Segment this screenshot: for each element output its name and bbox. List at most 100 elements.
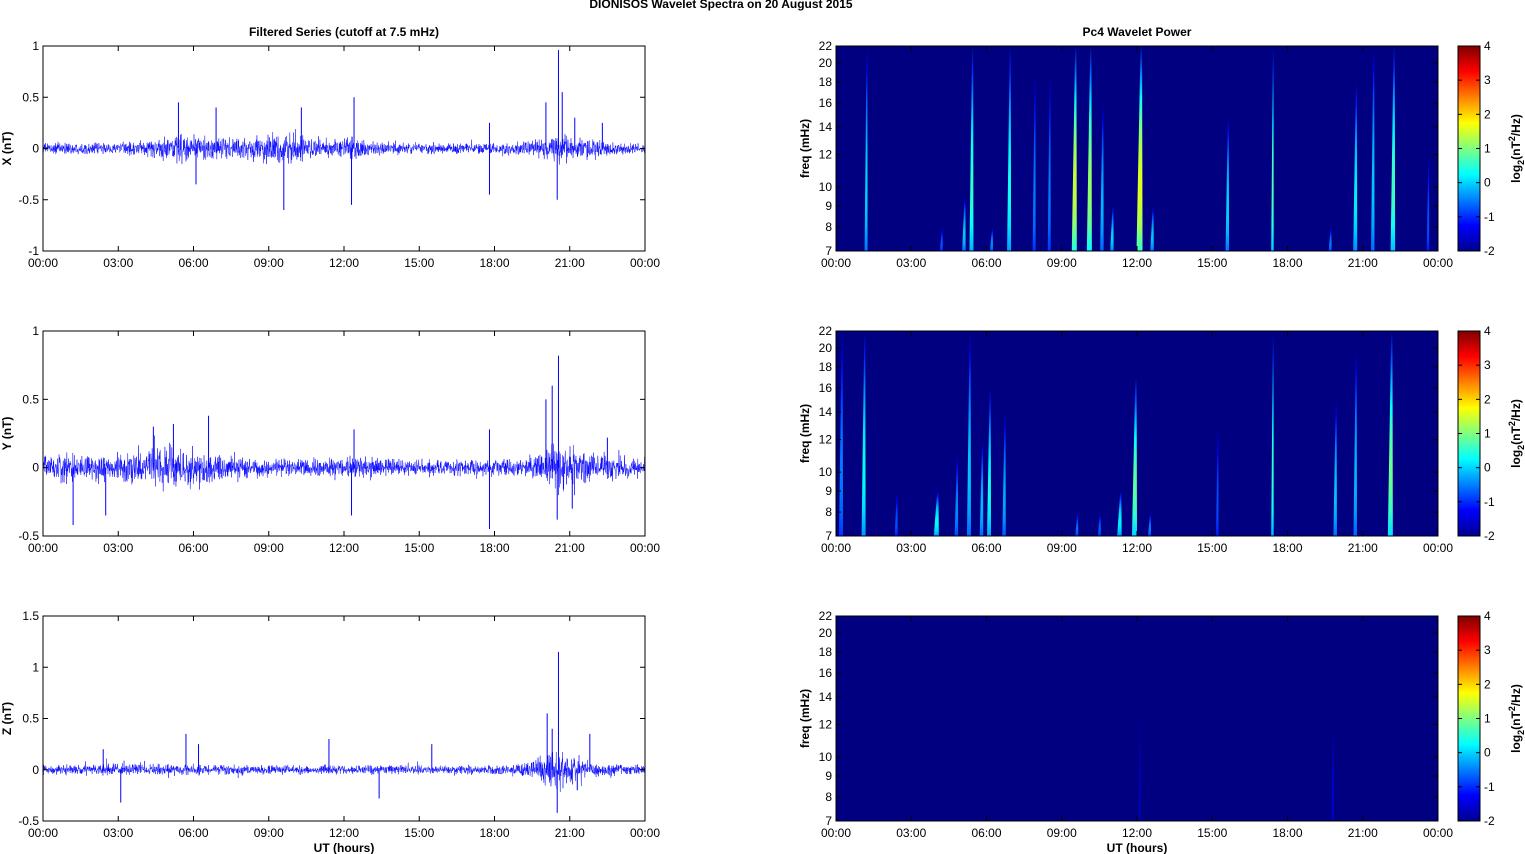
x-tick-label: 06:00 [971,256,1001,270]
y-tick-label: 18 [819,75,833,89]
x-tick-label: 03:00 [103,256,133,270]
colorbar: -2 -1 0 1 2 3 4 log2(nT2/Hz) [1457,609,1525,828]
spectral-streak [1271,46,1274,251]
spectral-streak [861,331,866,536]
series-axes-frame [42,330,646,537]
colorbar-tick-label: 1 [1484,712,1491,726]
y-tick-label: 0.5 [22,712,39,726]
spectral-streak [1075,512,1079,536]
spectral-streak [1136,46,1143,251]
wavelet-x-ticks: 00:00 03:00 06:00 09:00 12:00 15:00 18:00 21:00… [821,331,1453,555]
y-tick-label: 8 [825,220,832,234]
spectral-streak [1331,724,1334,821]
x-axis-label: UT (hours) [314,841,375,854]
colorbar-gradient [1458,616,1480,821]
x-tick-label: 21:00 [1348,541,1378,555]
y-tick-label: 0.5 [22,392,39,406]
colorbar-tick-label: 1 [1484,142,1491,156]
colorbar-tick-label: -1 [1484,210,1495,224]
spectral-streak [939,227,943,251]
y-axis-label: freq (mHz) [798,689,812,748]
spectral-streak [1353,81,1358,251]
spectral-streak [1225,114,1230,251]
x-tick-label: 15:00 [404,541,434,555]
series-panel-x: 00:00 03:00 06:00 09:00 12:00 15:00 18:00 21:00… [0,39,660,270]
y-tick-label: 20 [819,341,833,355]
y-tick-label: 10 [819,465,833,479]
spectral-streak [969,46,974,251]
spectral-streak [966,331,971,536]
x-tick-label: 06:00 [971,541,1001,555]
colorbar-tick-label: 4 [1484,39,1491,53]
x-tick-label: 18:00 [1272,256,1302,270]
colorbar-tick-label: 1 [1484,427,1491,441]
x-tick-label: 09:00 [254,256,284,270]
y-tick-label: 22 [819,39,833,53]
spectrum-background [836,331,1438,536]
panels: 00:00 03:00 06:00 09:00 12:00 15:00 18:00 21:00… [0,39,1525,854]
colorbar-tick-label: 4 [1484,324,1491,338]
spectral-streak [954,455,959,536]
wavelet-x-ticks: 00:00 03:00 06:00 09:00 12:00 15:00 18:00 21:00… [821,616,1453,840]
y-tick-label: 9 [825,769,832,783]
wavelet-y-ticks: 7 8 9 10 12 14 16 18 20 22 [819,609,1438,828]
wavelet-y-ticks: 7 8 9 10 12 14 16 18 20 22 [819,39,1438,258]
spectral-streak [962,196,966,251]
colorbar-label: log2(nT2/Hz) [1507,399,1525,468]
y-tick-label: 12 [819,433,833,447]
x-tick-label: 06:00 [178,256,208,270]
spectral-streak [1117,491,1122,536]
spectral-streak [1371,46,1375,251]
wavelet-x-ticks: 00:00 03:00 06:00 09:00 12:00 15:00 18:00 21:00… [821,46,1453,270]
x-tick-label: 03:00 [896,826,926,840]
y-tick-label: -0.5 [18,814,39,828]
signal-trace [42,129,646,165]
y-tick-label: 1 [32,39,39,53]
wavelet-power-title: Pc4 Wavelet Power [1083,25,1192,39]
spectral-streak [1426,154,1430,251]
spectral-streak [1131,377,1137,536]
x-tick-label: 00:00 [821,256,851,270]
y-tick-label: 20 [819,626,833,640]
y-axis-label: Y (nT) [0,417,14,451]
x-tick-label: 00:00 [821,541,851,555]
x-tick-label: 12:00 [329,541,359,555]
wavelet-panel-y: 00:00 03:00 06:00 09:00 12:00 15:00 18:00 21:00… [798,324,1525,555]
x-tick-label: 12:00 [329,826,359,840]
x-tick-label: 00:00 [821,826,851,840]
spectral-streak [1032,72,1036,251]
y-tick-label: 1.5 [22,609,39,623]
spectral-streak [1110,206,1114,251]
colorbar-tick-label: 0 [1484,176,1491,190]
spectral-streak [1002,411,1006,536]
x-tick-label: 09:00 [1047,826,1077,840]
spectral-streak [1138,710,1141,821]
colorbar-gradient [1458,46,1480,251]
y-tick-label: 14 [819,120,833,134]
colorbar-tick-label: 2 [1484,392,1491,406]
colorbar-tick-label: -1 [1484,495,1495,509]
y-tick-label: -0.5 [18,193,39,207]
series-x-ticks: 00:00 03:00 06:00 09:00 12:00 15:00 18:00 21:00… [28,46,660,270]
x-tick-label: 03:00 [103,826,133,840]
x-tick-label: 09:00 [1047,256,1077,270]
x-tick-label: 09:00 [1047,541,1077,555]
y-tick-label: 8 [825,505,832,519]
x-tick-label: 18:00 [479,256,509,270]
y-axis-label: freq (mHz) [798,119,812,178]
y-tick-label: -0.5 [18,529,39,543]
spectrum-background [836,616,1438,821]
y-tick-label: 10 [819,180,833,194]
y-tick-label: -1 [28,244,39,258]
wavelet-panel-x: 00:00 03:00 06:00 09:00 12:00 15:00 18:00 21:00… [798,39,1525,270]
wavelet-y-ticks: 7 8 9 10 12 14 16 18 20 22 [819,324,1438,543]
spectral-streak [1097,512,1101,536]
x-tick-label: 00:00 [1423,826,1453,840]
spectral-streak [979,439,984,536]
x-tick-label: 03:00 [896,256,926,270]
y-tick-label: 9 [825,484,832,498]
x-tick-label: 15:00 [1197,541,1227,555]
spike-marks [72,355,608,530]
colorbar-tick-label: 0 [1484,746,1491,760]
x-tick-label: 18:00 [1272,826,1302,840]
